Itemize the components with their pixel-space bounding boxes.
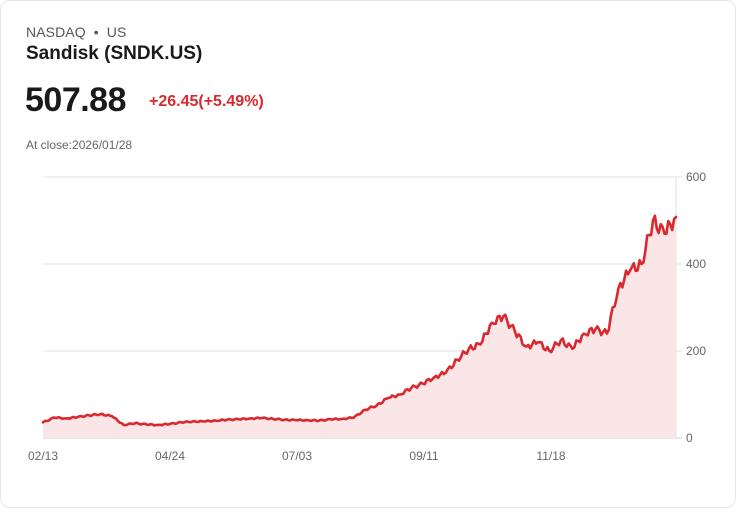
stock-name: Sandisk (SNDK.US)	[26, 43, 203, 64]
exchange-name: NASDAQ	[26, 24, 86, 40]
x-tick-label: 11/18	[536, 449, 565, 463]
y-tick-label: 0	[686, 431, 693, 445]
y-tick-label: 400	[686, 257, 706, 271]
x-axis-ticks: 02/13 04/24 07/03 09/11 11/18	[28, 449, 566, 463]
current-price: 507.88	[25, 81, 127, 119]
x-tick-label: 09/11	[409, 449, 438, 463]
x-tick-label: 04/24	[155, 449, 185, 463]
y-tick-label: 200	[686, 344, 706, 358]
y-axis-ticks: 0 200 400 600	[686, 170, 706, 445]
separator-dot: •	[93, 24, 99, 40]
y-tick-label: 600	[686, 170, 706, 184]
price-area-fill	[43, 215, 676, 438]
region: US	[106, 24, 127, 40]
price-change: +26.45(+5.49%)	[149, 93, 264, 110]
exchange-line: NASDAQ • US	[26, 24, 126, 40]
x-tick-label: 02/13	[28, 449, 58, 463]
price-line	[41, 214, 678, 427]
x-tick-label: 07/03	[282, 449, 312, 463]
close-date: At close:2026/01/28	[26, 138, 133, 152]
